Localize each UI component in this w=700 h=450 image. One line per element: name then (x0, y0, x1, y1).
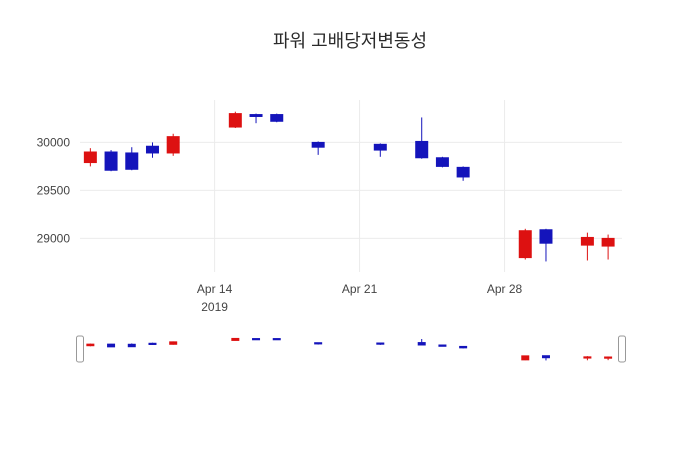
candle-body (127, 343, 136, 348)
candle-2019-05-02[interactable] (580, 232, 594, 261)
mini-candle-2019-05-02 (583, 356, 592, 361)
candle-body (601, 237, 615, 247)
candle-body (373, 143, 387, 151)
candle-2019-04-24[interactable] (415, 117, 429, 159)
candle-body (539, 229, 553, 244)
chart-title: 파워 고배당저변동성 (272, 31, 428, 51)
candle-body (580, 236, 594, 246)
candle-body (249, 114, 263, 117)
candle-body (311, 141, 325, 148)
candle-body (104, 151, 118, 171)
mini-candle-2019-04-25 (438, 344, 447, 347)
candle-2019-04-22[interactable] (373, 143, 387, 157)
candle-body (228, 113, 242, 128)
candle-body (270, 114, 284, 122)
candle-body (86, 343, 95, 347)
x-tick-label: Apr 28 (487, 282, 523, 296)
candle-2019-04-25[interactable] (435, 156, 449, 168)
candle-body (148, 342, 157, 345)
mini-candle-2019-04-15 (231, 337, 240, 341)
candle-body (107, 343, 116, 348)
candle-body (459, 345, 468, 349)
gridlines (80, 100, 622, 272)
candle-body (272, 338, 281, 341)
rangeslider-handle-left[interactable] (76, 335, 84, 363)
candle-body (438, 344, 447, 347)
candle-body (145, 145, 159, 154)
candle-body (169, 341, 178, 345)
mini-candle-2019-04-17 (272, 338, 281, 341)
mini-candle-2019-05-03 (604, 356, 613, 361)
x-tick-sublabel: 2019 (201, 300, 228, 314)
candle-2019-04-11[interactable] (145, 142, 159, 158)
candle-body (583, 356, 592, 359)
candle-body (435, 157, 449, 167)
x-tick-label: Apr 21 (342, 282, 378, 296)
candle-body (415, 140, 429, 159)
candle-2019-04-17[interactable] (270, 113, 284, 123)
y-tick-label: 30000 (37, 135, 71, 149)
mini-candle-2019-04-08 (86, 343, 95, 347)
candle-2019-04-19[interactable] (311, 141, 325, 155)
rangeslider-track[interactable] (80, 330, 622, 368)
x-tick-label: Apr 14 (197, 282, 233, 296)
mini-candle-2019-04-22 (376, 342, 385, 345)
candle-2019-04-15[interactable] (228, 111, 242, 128)
candle-body (252, 338, 261, 341)
mini-candle-2019-04-12 (169, 341, 178, 345)
candle-2019-04-12[interactable] (166, 133, 180, 156)
y-tick-label: 29000 (37, 231, 71, 245)
candle-body (456, 166, 470, 178)
candle-2019-04-09[interactable] (104, 150, 118, 172)
y-tick-label: 29500 (37, 183, 71, 197)
candle-2019-04-30[interactable] (539, 228, 553, 262)
candle-body (83, 151, 97, 164)
candle-body (521, 355, 530, 361)
mini-candle-2019-04-29 (521, 355, 530, 361)
candle-body (541, 355, 550, 359)
candle-body (125, 152, 139, 170)
mini-candle-2019-04-09 (107, 343, 116, 348)
candle-2019-05-03[interactable] (601, 234, 615, 260)
candle-body (376, 342, 385, 345)
mini-candle-2019-04-30 (541, 355, 550, 361)
mini-candle-2019-04-19 (314, 342, 323, 345)
mini-candle-2019-04-24 (417, 339, 426, 346)
candle-body (518, 230, 532, 259)
candle-body (314, 342, 323, 345)
mini-candle-2019-04-10 (127, 343, 136, 348)
candle-2019-04-26[interactable] (456, 166, 470, 181)
candle-body (417, 342, 426, 346)
candle-body (166, 136, 180, 154)
candle-body (604, 356, 613, 359)
candle-body (231, 337, 240, 341)
candle-2019-04-29[interactable] (518, 228, 532, 260)
candle-2019-04-08[interactable] (83, 148, 97, 167)
rangeslider-handle-right[interactable] (618, 335, 626, 363)
mini-candle-2019-04-11 (148, 342, 157, 345)
candles (83, 111, 615, 262)
rangeslider-mini-chart (86, 337, 613, 361)
mini-candle-2019-04-16 (252, 338, 261, 341)
candle-2019-04-16[interactable] (249, 113, 263, 124)
candle-2019-04-10[interactable] (125, 147, 139, 171)
mini-candle-2019-04-26 (459, 345, 468, 349)
